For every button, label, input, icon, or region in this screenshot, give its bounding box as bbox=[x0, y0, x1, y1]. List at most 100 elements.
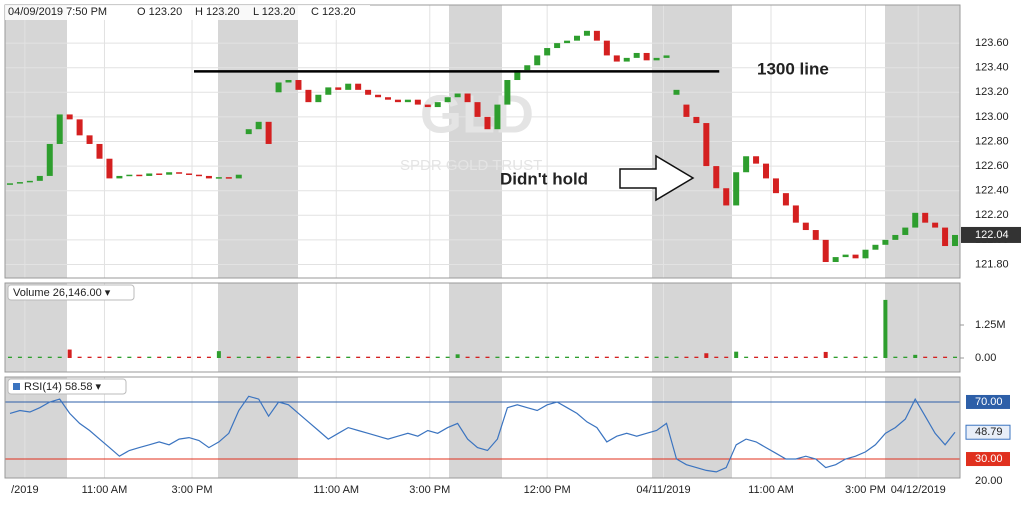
session-shade bbox=[652, 377, 732, 478]
volume-bar bbox=[57, 356, 62, 359]
watermark-name: SPDR GOLD TRUST bbox=[400, 157, 542, 174]
candle bbox=[56, 114, 63, 144]
volume-bar bbox=[565, 356, 570, 359]
legend-name: Volume bbox=[13, 287, 50, 299]
level-box bbox=[966, 452, 1010, 467]
y-tick-label: 123.60 bbox=[975, 37, 1009, 49]
candle bbox=[932, 222, 939, 228]
volume-bar bbox=[863, 356, 868, 359]
candle bbox=[534, 55, 541, 66]
candle bbox=[852, 254, 859, 259]
header-h: H 123.20 bbox=[195, 6, 240, 18]
candle bbox=[96, 143, 103, 159]
volume-bar bbox=[47, 356, 52, 359]
candle bbox=[902, 227, 909, 235]
candle bbox=[663, 55, 670, 58]
volume-bar bbox=[684, 356, 689, 359]
candle bbox=[195, 174, 202, 177]
header-c: C 123.20 bbox=[311, 6, 356, 18]
candle bbox=[275, 82, 282, 93]
header-o: O 123.20 bbox=[137, 6, 182, 18]
candle bbox=[424, 104, 431, 108]
y-tick-label: 122.20 bbox=[975, 209, 1009, 221]
volume-bar bbox=[246, 356, 251, 359]
volume-bar bbox=[216, 351, 221, 359]
candle bbox=[404, 99, 411, 103]
candle bbox=[882, 239, 889, 245]
candle bbox=[325, 87, 332, 95]
candle bbox=[355, 83, 362, 90]
volume-bar bbox=[7, 356, 12, 359]
volume-bar bbox=[505, 356, 510, 359]
candle bbox=[305, 89, 312, 103]
candle bbox=[673, 89, 680, 95]
volume-bar bbox=[644, 356, 649, 359]
volume-bar bbox=[127, 356, 132, 359]
volume-bar bbox=[674, 356, 679, 359]
candle bbox=[26, 180, 33, 183]
volume-bar bbox=[346, 356, 351, 359]
candle bbox=[76, 119, 83, 136]
volume-bar bbox=[236, 356, 241, 359]
volume-bar bbox=[943, 356, 948, 359]
candle bbox=[365, 89, 372, 95]
candle bbox=[36, 175, 43, 181]
volume-bar bbox=[266, 356, 271, 359]
candle bbox=[912, 212, 919, 228]
candle bbox=[822, 239, 829, 263]
volume-bar bbox=[376, 356, 381, 359]
volume-bar bbox=[405, 356, 410, 359]
volume-bar bbox=[485, 356, 490, 359]
rsi-legend: RSI(14) 58.58 ▾ bbox=[24, 381, 102, 393]
ohlc-key: H bbox=[195, 6, 203, 18]
session-shade bbox=[449, 283, 502, 372]
candle bbox=[16, 182, 23, 184]
volume-bar bbox=[783, 356, 788, 359]
rsi-panel bbox=[4, 376, 961, 479]
volume-bar bbox=[465, 356, 470, 359]
volume-bar bbox=[813, 356, 818, 359]
volume-bar bbox=[714, 356, 719, 359]
volume-bar bbox=[624, 356, 629, 359]
y-tick-label: 0.00 bbox=[975, 352, 996, 364]
volume-bar bbox=[495, 356, 500, 359]
volume-bar bbox=[803, 356, 808, 359]
candle bbox=[166, 172, 173, 175]
volume-bar bbox=[415, 356, 420, 359]
volume-bar bbox=[336, 356, 341, 359]
volume-bar bbox=[793, 356, 798, 359]
candle bbox=[862, 249, 869, 259]
header-l: L 123.20 bbox=[253, 6, 295, 18]
volume-bar bbox=[664, 356, 669, 359]
y-tick-label: 30.00 bbox=[975, 453, 1003, 465]
volume-bar bbox=[455, 354, 460, 359]
volume-bar bbox=[833, 356, 838, 359]
header-bg bbox=[5, 5, 370, 20]
legend-box bbox=[7, 378, 127, 395]
candle bbox=[564, 40, 571, 44]
volume-bar bbox=[694, 356, 699, 359]
volume-bar bbox=[137, 356, 142, 359]
volume-bar bbox=[196, 356, 201, 359]
candle bbox=[116, 175, 123, 179]
candle bbox=[623, 57, 630, 62]
volume-bar bbox=[17, 356, 22, 359]
candle bbox=[265, 121, 272, 144]
volume-bar bbox=[764, 356, 769, 359]
volume-bar bbox=[67, 349, 72, 359]
candle bbox=[414, 99, 421, 105]
y-tick-label: 123.20 bbox=[975, 86, 1009, 98]
volume-bar bbox=[167, 356, 172, 359]
y-tick-label: 123.40 bbox=[975, 62, 1009, 74]
candle bbox=[524, 65, 531, 71]
candle bbox=[255, 121, 262, 130]
x-tick-label: 04/11/2019 bbox=[636, 484, 690, 496]
volume-bar bbox=[385, 356, 390, 359]
y-tick-label: 1.25M bbox=[975, 319, 1006, 331]
ohlc-value: 123.20 bbox=[206, 6, 240, 18]
volume-bar bbox=[933, 356, 938, 359]
volume-bar bbox=[27, 356, 32, 359]
candle bbox=[942, 227, 949, 247]
volume-bar bbox=[37, 356, 42, 359]
volume-bar bbox=[634, 356, 639, 359]
